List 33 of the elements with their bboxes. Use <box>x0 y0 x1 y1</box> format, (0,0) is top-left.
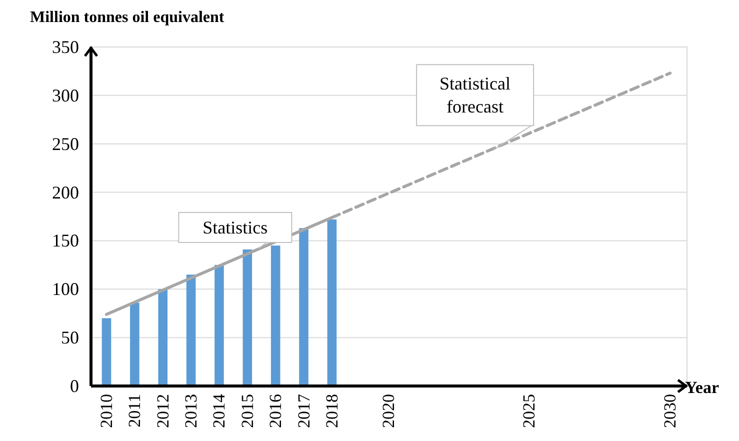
x-tick-label: 2018 <box>322 394 342 428</box>
annotation: Statistics <box>202 217 268 238</box>
x-tick-label: 2012 <box>153 394 172 428</box>
x-axis-title: Year <box>685 378 720 397</box>
bar <box>327 219 337 386</box>
x-tick-label: 2015 <box>238 394 257 428</box>
y-tick-label: 100 <box>52 279 79 300</box>
bar <box>102 318 112 386</box>
x-tick-label: 2017 <box>294 394 314 428</box>
y-tick-label: 0 <box>70 376 79 396</box>
x-tick-label: 2010 <box>97 394 116 428</box>
bar <box>299 228 308 386</box>
bar <box>242 249 252 386</box>
y-tick-label: 300 <box>52 85 79 106</box>
bar <box>214 264 224 386</box>
y-tick-label: 150 <box>52 230 79 251</box>
x-tick-label: 2013 <box>182 394 201 428</box>
bar <box>130 302 140 386</box>
y-tick-label: 350 <box>52 37 79 57</box>
y-tick-label: 250 <box>52 134 79 154</box>
bar <box>270 246 280 386</box>
bar <box>158 289 168 386</box>
y-tick-label: 50 <box>61 328 79 348</box>
y-axis-title: Million tonnes oil equivalent <box>30 9 225 26</box>
x-tick-label: 2030 <box>660 394 680 428</box>
annotation: Statistical forecast <box>440 74 511 117</box>
x-tick-label: 2020 <box>378 394 398 428</box>
x-tick-label: 2014 <box>210 394 229 428</box>
x-tick-label: 2016 <box>266 394 286 428</box>
y-tick-label: 200 <box>52 182 79 202</box>
bar <box>186 274 196 386</box>
x-tick-label: 2011 <box>125 394 144 428</box>
x-tick-label: 2025 <box>520 394 539 428</box>
